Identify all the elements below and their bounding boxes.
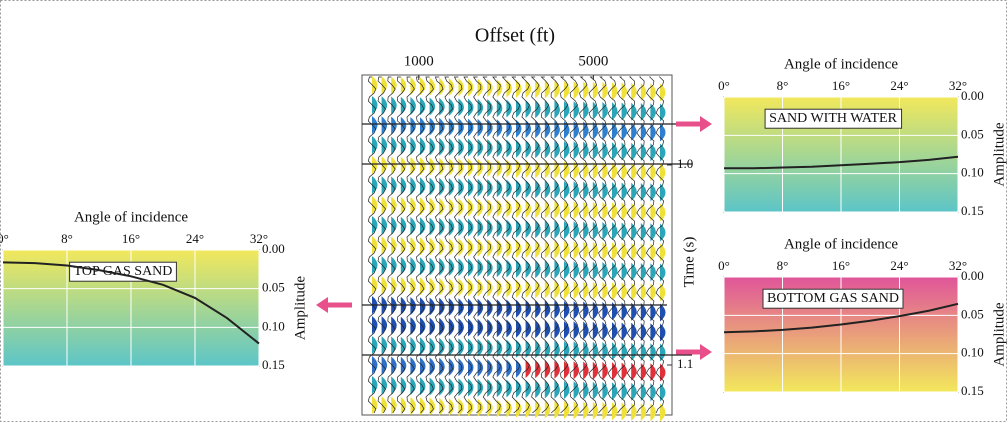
x-tick-label: 8° — [777, 258, 789, 273]
figure: Offset (ft) 1000 5000 1.0 1.1 Time (s) 0° 8° 16°… — [0, 0, 1008, 423]
y-tick-label: 0.05 — [262, 280, 285, 295]
chart-title: Angle of incidence — [74, 209, 188, 225]
arrow-head — [700, 344, 712, 360]
y-tick-label: 0.15 — [961, 203, 984, 218]
x-tick-label: 24° — [890, 78, 908, 93]
y-tick-label: 0.05 — [961, 306, 984, 321]
y-tick-label: 0.00 — [961, 268, 984, 283]
content: Offset (ft) 1000 5000 1.0 1.1 Time (s) 0° 8° 16°… — [0, 25, 1007, 422]
x-tick-label: 24° — [890, 258, 908, 273]
x-tick-label: 16° — [832, 258, 850, 273]
chart-title: Angle of incidence — [784, 56, 898, 72]
y-axis-label: Time (s) — [681, 237, 697, 288]
y-tick-label: 1.0 — [677, 156, 693, 171]
x-tick-label: 24° — [186, 231, 204, 246]
y-tick-label: 0.10 — [961, 165, 984, 180]
y-tick-label: 1.1 — [677, 356, 693, 371]
y-tick-label: 0.05 — [961, 126, 984, 141]
y-tick-label: 0.00 — [262, 241, 285, 256]
x-tick-label: 8° — [61, 231, 73, 246]
x-tick-label: 1000 — [404, 53, 434, 69]
annotation: SAND WITH WATER — [769, 111, 897, 126]
y-tick-label: 0.10 — [961, 345, 984, 360]
x-tick-label: 8° — [777, 78, 789, 93]
y-tick-label: 0.15 — [262, 357, 285, 372]
y-axis-label: Amplitude — [991, 302, 1007, 367]
chart-title: Angle of incidence — [784, 236, 898, 252]
x-tick-label: 0° — [718, 78, 730, 93]
y-tick-label: 0.15 — [961, 383, 984, 398]
x-tick-label: 16° — [832, 78, 850, 93]
x-tick-label: 0° — [0, 231, 9, 246]
gather-title: Offset (ft) — [475, 25, 555, 47]
y-tick-label: 0.10 — [262, 318, 285, 333]
y-axis-label: Amplitude — [292, 276, 308, 341]
arrow-head — [316, 297, 328, 313]
x-tick-label: 0° — [718, 258, 730, 273]
y-tick-label: 0.00 — [961, 88, 984, 103]
y-axis-label: Amplitude — [991, 122, 1007, 187]
x-tick-label: 16° — [122, 231, 140, 246]
arrow-head — [700, 116, 712, 132]
annotation: TOP GAS SAND — [74, 264, 173, 279]
annotation: BOTTOM GAS SAND — [767, 291, 899, 306]
x-tick-label: 5000 — [578, 53, 608, 69]
